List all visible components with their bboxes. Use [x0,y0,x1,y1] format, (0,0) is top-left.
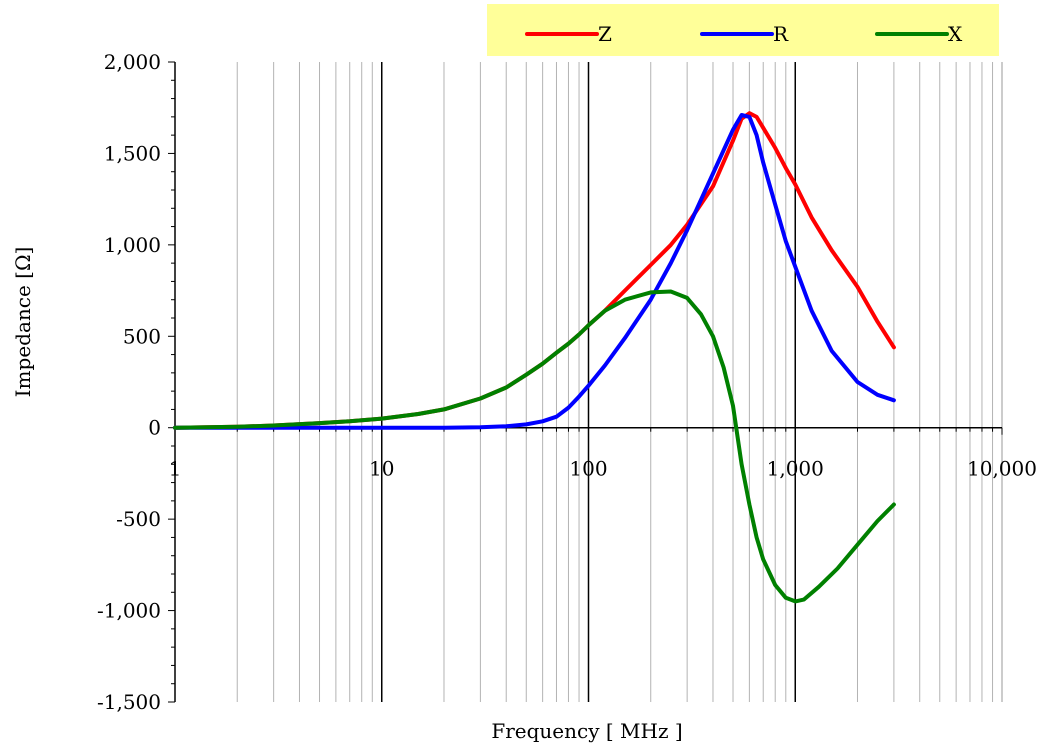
series-lines [173,111,896,604]
x-axis-title: Frequency [ MHz ] [491,719,682,743]
legend-label-r: R [773,22,789,46]
grid-lines [236,62,1003,702]
y-tick-label: 0 [148,416,161,440]
y-tick-label: 1,500 [104,141,161,165]
axes [168,61,1003,703]
x-tick-label: 1 [169,457,182,481]
y-tick-label: -1,000 [97,599,161,623]
y-axis-title: Impedance [Ω] [11,247,35,398]
y-tick-label: 2,000 [104,50,161,74]
x-tick-label: 100 [569,457,607,481]
series-line-x [173,289,896,604]
x-tick-label: 10,000 [967,457,1037,481]
legend-box [487,4,999,56]
series-line-r [173,113,896,430]
x-tick-label: 10 [369,457,394,481]
y-tick-label: 500 [123,324,161,348]
tick-labels: 2,000 1,500 1,000 500 0 -500 -1,000 -1,500 1 10 10… [97,50,1037,714]
y-tick-label: -500 [116,507,161,531]
y-tick-label: -1,500 [97,690,161,714]
y-tick-label: 1,000 [104,233,161,257]
legend-label-x: X [948,22,963,46]
legend-label-z: Z [598,22,612,46]
x-tick-label: 1,000 [767,457,824,481]
